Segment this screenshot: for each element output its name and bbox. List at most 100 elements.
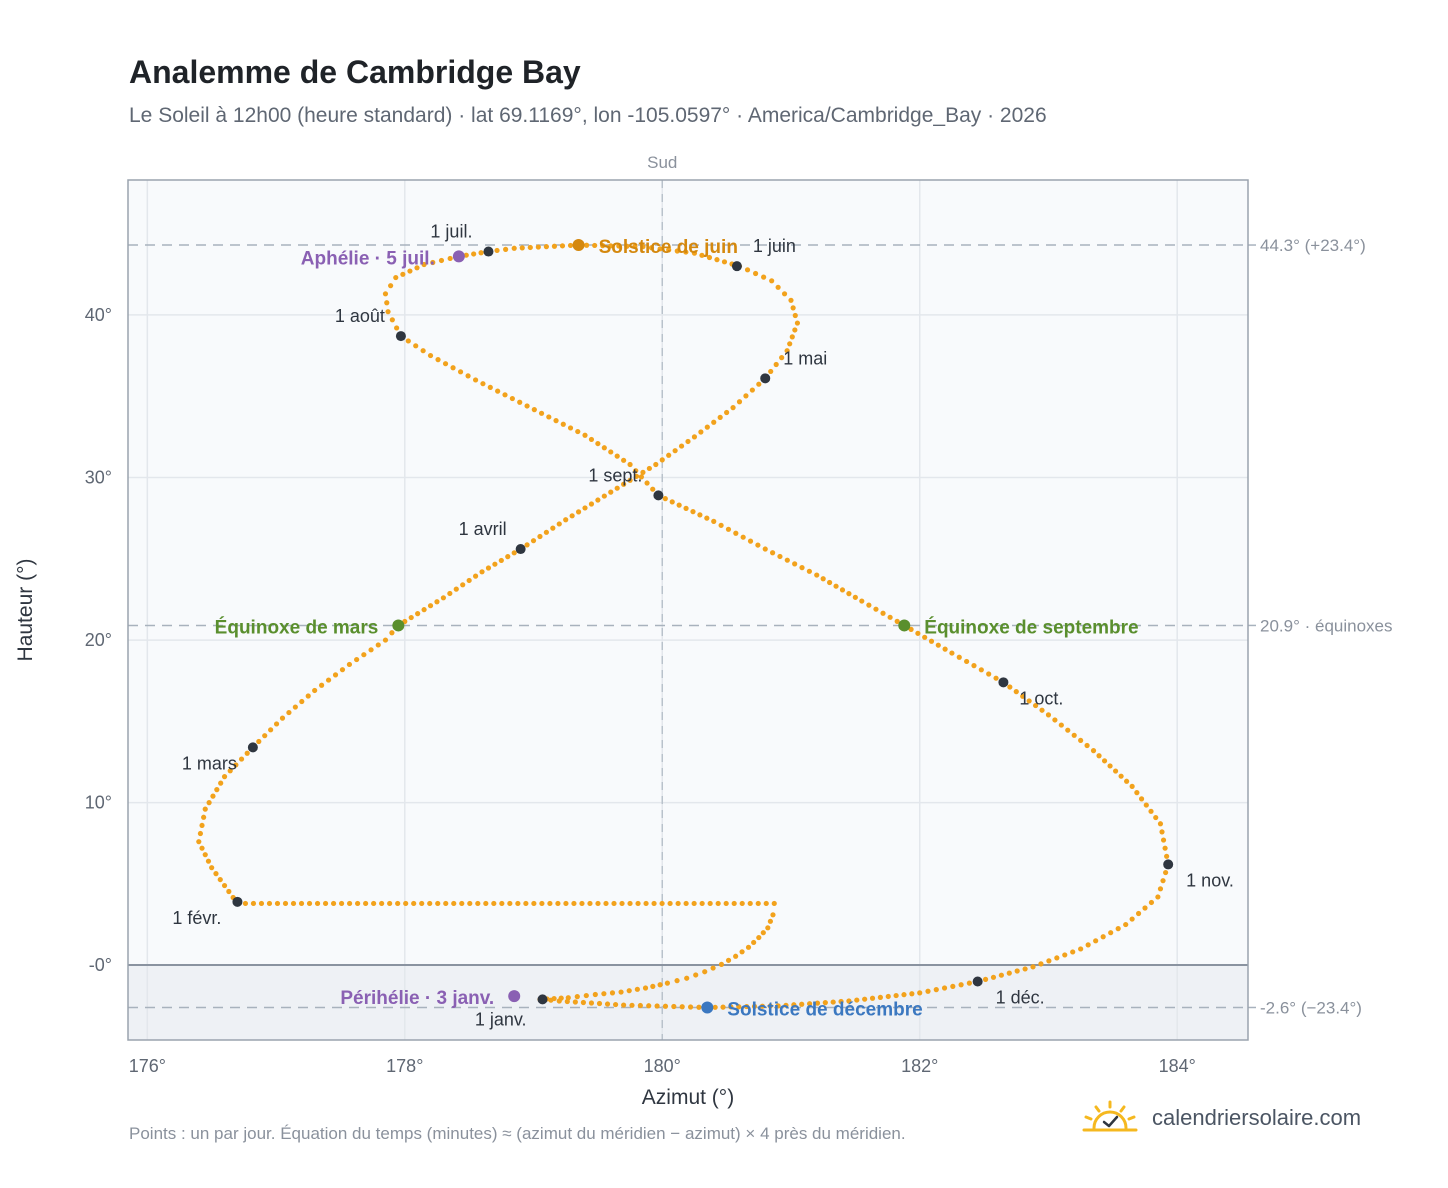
y-tick-label: 10° [85, 793, 112, 813]
daily-point [1160, 878, 1166, 884]
daily-point [699, 900, 705, 907]
daily-point [784, 348, 790, 354]
daily-point [221, 774, 228, 780]
daily-point [634, 986, 640, 992]
daily-point [720, 1004, 726, 1010]
daily-point [653, 461, 659, 468]
daily-point [1135, 910, 1142, 917]
daily-point [909, 991, 915, 997]
daily-point [644, 480, 650, 486]
daily-point [450, 365, 456, 371]
daily-point [752, 270, 759, 277]
daily-point [463, 252, 469, 258]
daily-point [217, 876, 223, 883]
daily-point [749, 387, 755, 393]
daily-point [614, 453, 620, 459]
daily-point [435, 357, 441, 363]
daily-point [846, 998, 852, 1004]
daily-point [733, 530, 739, 536]
daily-points [196, 242, 1171, 1011]
daily-point [751, 939, 757, 946]
daily-point [524, 403, 530, 409]
daily-point [964, 658, 970, 665]
daily-point [839, 587, 846, 593]
daily-point [711, 518, 717, 524]
daily-point [784, 557, 790, 563]
daily-point [519, 245, 525, 251]
daily-point [733, 953, 739, 959]
daily-point [332, 672, 339, 678]
daily-point [687, 1004, 694, 1010]
daily-point [611, 900, 617, 907]
daily-point [971, 663, 977, 669]
plot-frame [127, 179, 1249, 1041]
daily-point [299, 698, 305, 705]
daily-point [830, 999, 836, 1005]
daily-point [646, 1003, 652, 1009]
daily-point [368, 647, 374, 653]
daily-point [537, 533, 543, 540]
daily-point [1054, 955, 1060, 961]
daily-point [767, 918, 773, 924]
daily-point [603, 900, 609, 907]
daily-point [755, 542, 761, 548]
daily-point [1143, 802, 1149, 808]
daily-point [511, 245, 517, 251]
event-marker [572, 239, 585, 252]
daily-point [199, 822, 205, 829]
daily-point [724, 409, 730, 416]
daily-point [604, 1001, 611, 1007]
daily-point [612, 1001, 619, 1008]
daily-point [806, 1001, 813, 1007]
daily-point [894, 618, 900, 624]
daily-point [298, 900, 305, 907]
daily-point [702, 969, 708, 975]
event-marker [508, 990, 521, 1003]
daily-point [966, 980, 972, 986]
daily-point [718, 522, 724, 528]
daily-point [712, 1004, 718, 1010]
daily-point [1078, 737, 1084, 744]
daily-point [755, 900, 761, 907]
daily-point [1026, 698, 1032, 704]
daily-point [714, 257, 720, 263]
daily-point [592, 242, 598, 249]
daily-point [769, 550, 776, 556]
daily-point [465, 373, 471, 379]
event-marker [701, 1001, 714, 1014]
brand[interactable]: calendriersolaire.com [1082, 1100, 1361, 1136]
reference-line-label: -2.6° (−23.4°) [1260, 998, 1362, 1017]
daily-point [717, 414, 723, 420]
daily-point [739, 900, 745, 907]
daily-point [601, 991, 607, 997]
south-label: Sud [647, 153, 677, 172]
daily-point [567, 425, 574, 431]
daily-point [608, 243, 614, 249]
daily-point [659, 457, 665, 463]
event-marker [392, 619, 405, 632]
daily-point [862, 996, 868, 1002]
daily-point [527, 244, 533, 251]
daily-point [312, 687, 318, 694]
daily-point [592, 991, 598, 998]
x-tick-label: 180° [644, 1056, 681, 1076]
daily-point [543, 244, 549, 250]
daily-point [806, 568, 812, 574]
daily-point [1115, 926, 1121, 932]
daily-point [998, 972, 1004, 978]
daily-point [427, 352, 434, 359]
daily-point [201, 814, 207, 820]
daily-point [635, 900, 641, 907]
daily-point [319, 682, 325, 688]
daily-point [388, 283, 394, 289]
daily-point [627, 477, 633, 483]
daily-point [494, 247, 500, 254]
y-tick-label: 30° [85, 468, 112, 488]
daily-point [505, 554, 511, 560]
daily-point [567, 242, 574, 249]
daily-point [209, 865, 215, 871]
daily-point [430, 259, 436, 266]
daily-point [583, 992, 589, 999]
daily-point [866, 602, 872, 608]
event-markers: Équinoxe de mars Équinoxe de septembre Sol… [215, 237, 1139, 1020]
